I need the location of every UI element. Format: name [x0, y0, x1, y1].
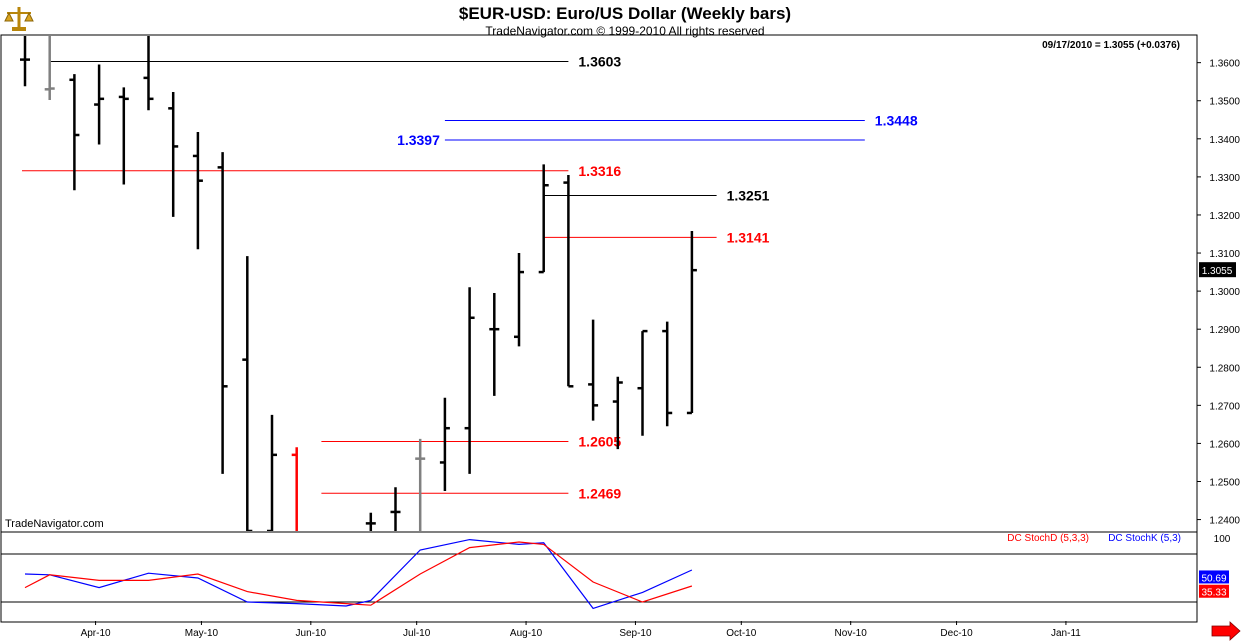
legend-stochk: DC StochK (5,3)	[1108, 533, 1181, 544]
legend-stochd: DC StochD (5,3,3)	[1007, 533, 1089, 544]
x-tick-label: Sep-10	[619, 628, 652, 639]
y-tick-label: 1.3100	[1209, 249, 1240, 260]
ohlc-bar	[464, 287, 475, 474]
ohlc-bar	[415, 438, 426, 531]
price-pane: 1.3603 1.3448 1.3397 1.3316 1.3251 1.3141 1.26…	[20, 36, 918, 531]
ohlc-bar	[267, 414, 277, 531]
y-tick-label: 1.3400	[1209, 135, 1240, 146]
ohlc-bar	[20, 36, 30, 87]
level-label: 1.2605	[578, 434, 621, 450]
level-label: 1.3603	[578, 54, 621, 70]
ohlc-bar	[365, 512, 376, 531]
ohlc-bar	[439, 397, 450, 492]
y-tick-label: 1.2700	[1209, 401, 1240, 412]
level-label: 1.3316	[578, 163, 621, 179]
x-tick-label: Jul-10	[403, 628, 431, 639]
stochk-value-box	[1199, 570, 1229, 584]
x-tick-label: Jan-11	[1051, 628, 1081, 639]
ohlc-bar	[662, 321, 673, 427]
x-tick-label: May-10	[185, 628, 219, 639]
x-tick-label: Jun-10	[296, 628, 327, 639]
ohlc-bar	[612, 376, 623, 450]
y-tick-label: 1.3200	[1209, 211, 1240, 222]
ohlc-bar	[514, 253, 524, 347]
y-tick-label: 1.2800	[1209, 363, 1240, 374]
ohlc-bar	[143, 36, 154, 111]
level-label: 1.2469	[578, 485, 621, 501]
ohlc-bar	[44, 36, 55, 100]
ohlc-bar	[94, 64, 105, 145]
ohlc-bar	[538, 164, 549, 274]
last-price-label: 1.3055	[1202, 266, 1233, 277]
ohlc-bar	[192, 131, 203, 250]
y-tick-label: 1.2600	[1209, 439, 1240, 450]
x-tick-label: Nov-10	[835, 628, 868, 639]
watermark-text: TradeNavigator.com	[5, 518, 104, 530]
y-tick-label: 1.2400	[1209, 516, 1240, 527]
stochd-value-box	[1199, 584, 1229, 598]
ohlc-bar	[242, 256, 253, 531]
plot-frame	[0, 34, 1198, 623]
stoch-series-line	[24, 541, 693, 606]
x-tick-label: Apr-10	[81, 628, 111, 639]
last-price-box	[1199, 262, 1236, 278]
ohlc-bar	[118, 87, 129, 185]
last-quote-text: 09/17/2010 = 1.3055 (+0.0376)	[1042, 40, 1180, 51]
y-tick-label: 1.2900	[1209, 325, 1240, 336]
stochk-value-label: 50.69	[1201, 573, 1226, 584]
y-tick-label: 1.3300	[1209, 173, 1240, 184]
y-tick-label: 1.2500	[1209, 478, 1240, 489]
ohlc-bar	[168, 91, 179, 217]
ohlc-bar	[588, 319, 599, 421]
copyright-text: TradeNavigator.com © 1999-2010 All right…	[485, 24, 764, 38]
ohlc-bar	[217, 152, 228, 474]
ohlc-bar	[637, 329, 648, 436]
ohlc-bar	[489, 293, 500, 396]
x-tick-label: Aug-10	[510, 628, 543, 639]
ohlc-bar	[390, 487, 401, 531]
y-tick-label: 1.3500	[1209, 97, 1240, 108]
stochastic-pane	[1, 538, 1197, 610]
ohlc-bar	[563, 174, 574, 388]
stochd-value-label: 35.33	[1201, 588, 1226, 599]
y-tick-label: 1.3000	[1209, 287, 1240, 298]
level-label: 1.3397	[397, 132, 440, 148]
y-tick-label: 1.3600	[1209, 59, 1240, 70]
stoch-y-tick-label: 100	[1214, 534, 1231, 545]
level-label: 1.3448	[875, 113, 918, 129]
scale-logo-icon[interactable]	[4, 4, 34, 32]
level-label: 1.3141	[727, 229, 770, 245]
level-label: 1.3251	[727, 188, 770, 204]
x-tick-label: Oct-10	[726, 628, 756, 639]
chart-title: $EUR-USD: Euro/US Dollar (Weekly bars)	[459, 4, 791, 23]
ohlc-bar	[69, 74, 80, 191]
x-tick-label: Dec-10	[940, 628, 973, 639]
ohlc-bar	[291, 447, 298, 531]
axes: 1.3600 1.3500 1.3400 1.3300 1.3200 1.3100 1.30…	[81, 59, 1241, 639]
ohlc-bar	[686, 230, 697, 415]
right-arrow-icon[interactable]	[1211, 621, 1241, 641]
